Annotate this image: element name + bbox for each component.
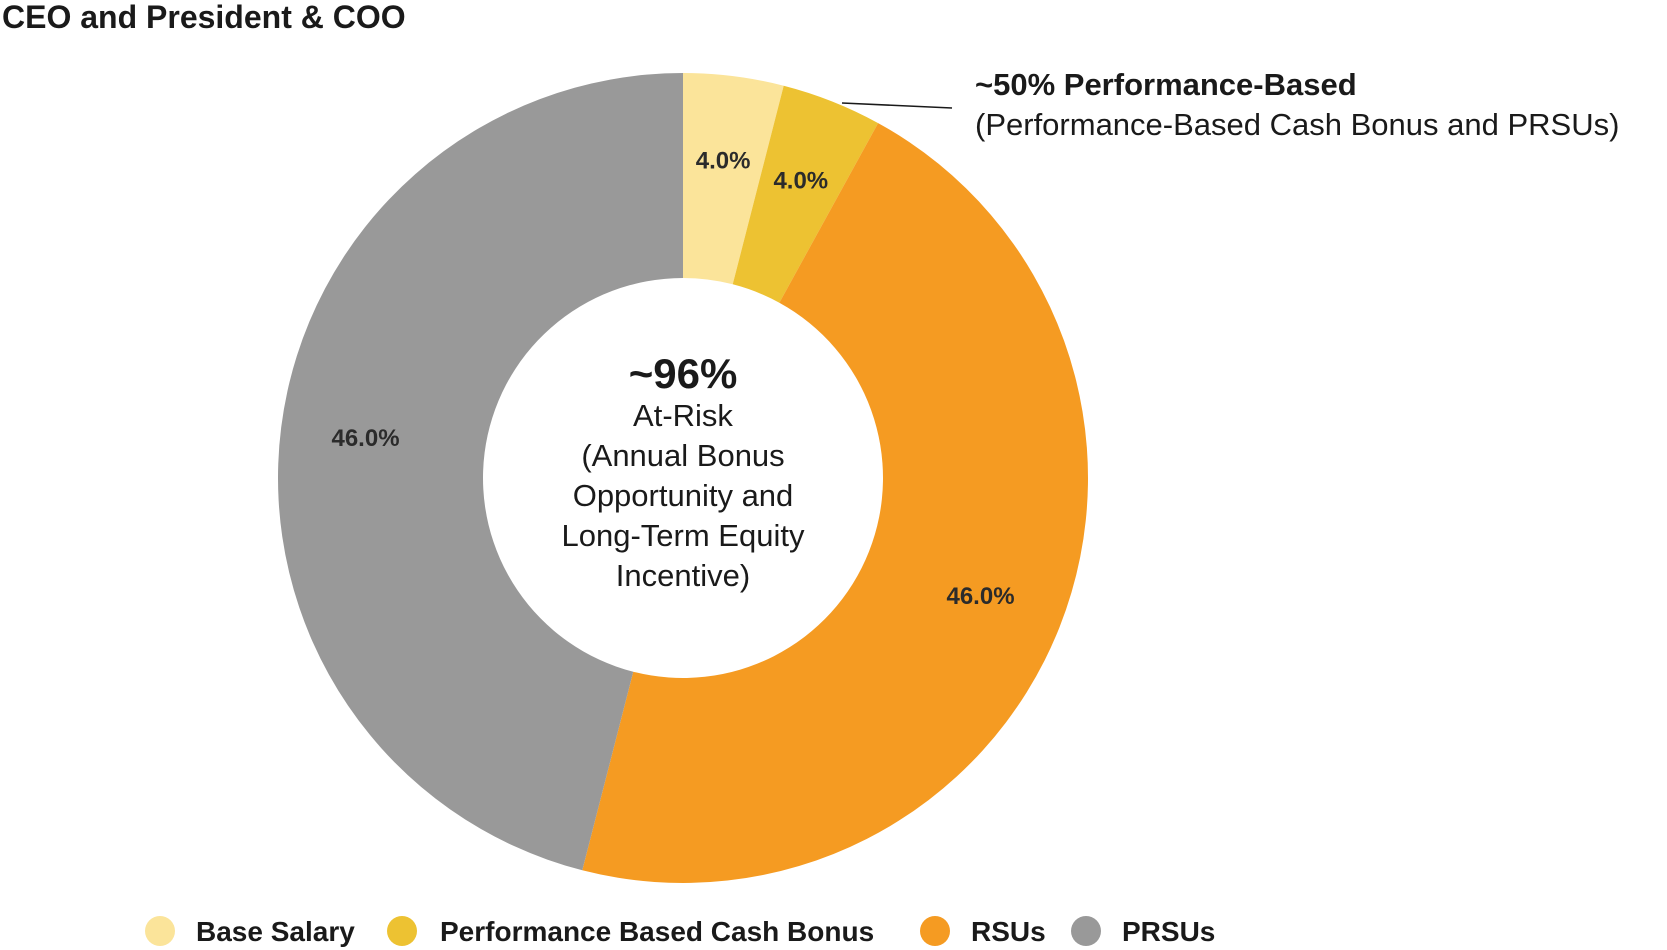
- legend-swatch-rsus: [920, 916, 950, 946]
- slice-prsus: [277, 73, 683, 871]
- center-line-3: Opportunity and: [573, 478, 794, 513]
- slice-rsus: [582, 123, 1089, 884]
- legend-swatch-base-salary: [145, 916, 175, 946]
- slice-performance-based-cash-bonus: [732, 85, 879, 303]
- center-headline: ~96%: [629, 350, 738, 397]
- slice-labels: 4.0% 4.0% 46.0% 46.0%: [331, 148, 1014, 610]
- center-line-4: Long-Term Equity: [562, 518, 805, 553]
- legend-label-performance-based-cash-bonus: Performance Based Cash Bonus: [440, 916, 874, 947]
- center-line-2: (Annual Bonus: [581, 438, 784, 473]
- slice-label-prsus: 46.0%: [331, 425, 399, 452]
- slice-label-performance-based-cash-bonus: 4.0%: [773, 167, 828, 194]
- legend-label-rsus: RSUs: [971, 916, 1046, 947]
- slice-base-salary: [683, 73, 784, 285]
- slice-label-rsus: 46.0%: [946, 583, 1014, 610]
- annotation-leader-line: [841, 102, 953, 109]
- annotation-title: ~50% Performance-Based: [975, 67, 1357, 102]
- chart-title: CEO and President & COO: [2, 0, 406, 35]
- slice-label-base-salary: 4.0%: [696, 148, 751, 175]
- annotation-subtitle: (Performance-Based Cash Bonus and PRSUs): [975, 107, 1619, 142]
- legend-label-base-salary: Base Salary: [196, 916, 355, 947]
- donut-slices: [277, 73, 1089, 884]
- legend-label-prsus: PRSUs: [1122, 916, 1215, 947]
- legend: Base Salary Performance Based Cash Bonus…: [145, 916, 1215, 947]
- center-line-5: Incentive): [616, 558, 750, 593]
- legend-swatch-performance-based-cash-bonus: [387, 916, 417, 946]
- legend-swatch-prsus: [1071, 916, 1101, 946]
- center-line-1: At-Risk: [633, 398, 733, 433]
